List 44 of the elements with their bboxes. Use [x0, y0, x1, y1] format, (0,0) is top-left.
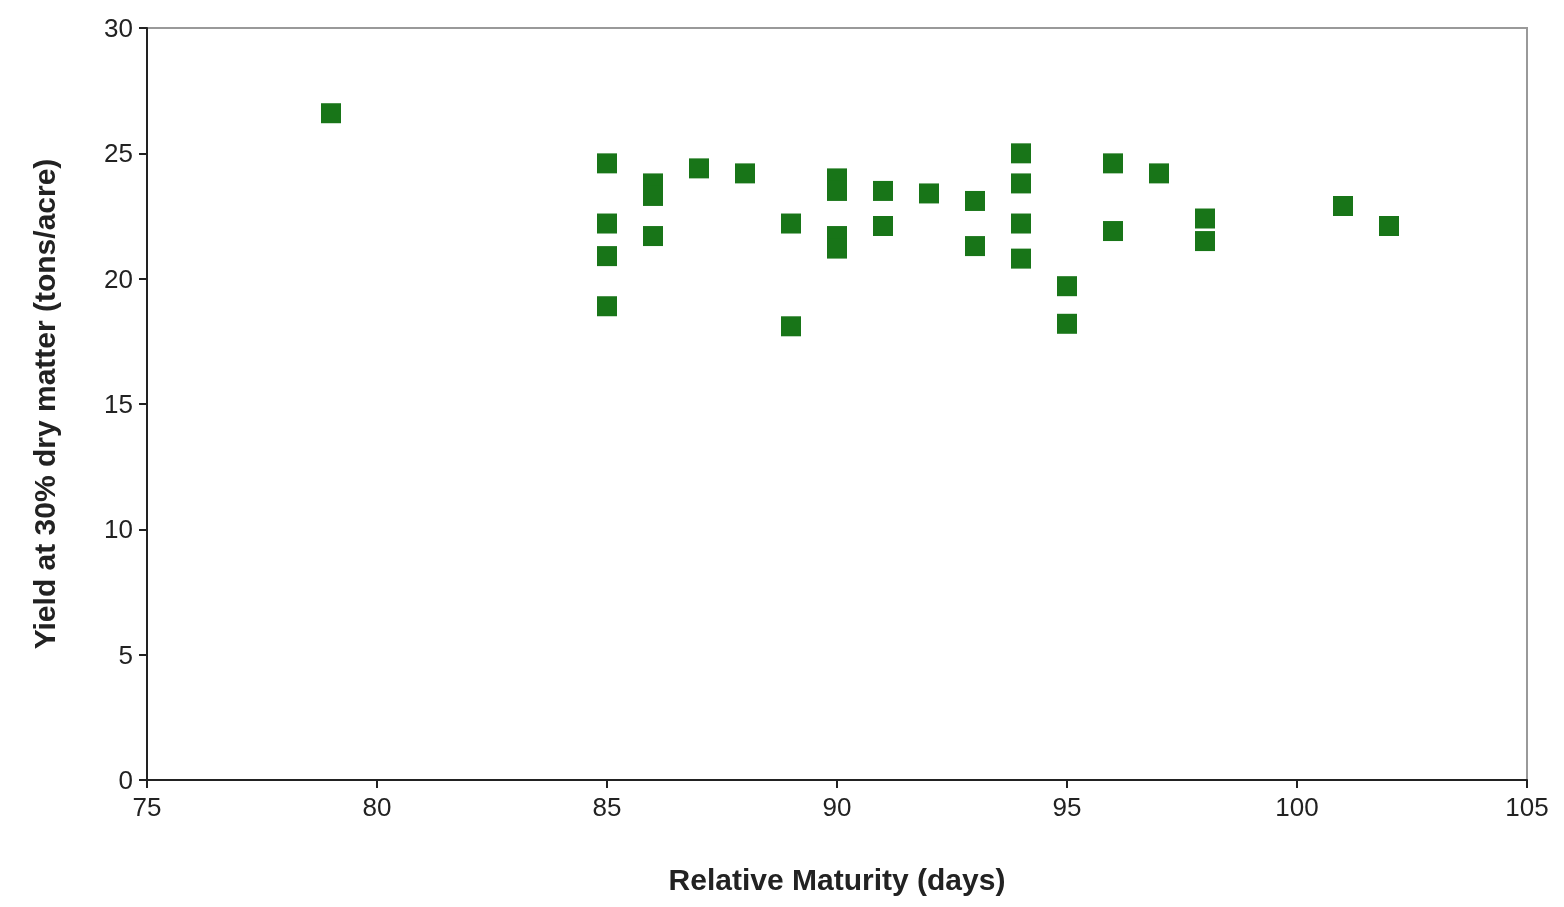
y-tick-label: 15	[104, 389, 133, 419]
point	[873, 216, 893, 237]
point	[597, 213, 617, 234]
x-tick-label: 105	[1505, 792, 1549, 822]
point	[919, 183, 939, 204]
y-tick-label: 0	[118, 765, 133, 795]
point	[597, 246, 617, 267]
x-axis-title: Relative Maturity (days)	[668, 862, 1006, 896]
x-tick-label: 85	[592, 792, 622, 822]
point	[1333, 195, 1353, 216]
point	[1195, 208, 1215, 229]
point	[1149, 163, 1169, 184]
y-tick-label: 20	[104, 263, 133, 294]
point	[781, 213, 801, 234]
point	[965, 190, 985, 211]
x-tick-label: 90	[822, 792, 852, 822]
point	[1103, 153, 1123, 174]
point	[1011, 213, 1031, 234]
point	[597, 296, 617, 317]
point	[1011, 173, 1031, 194]
point	[597, 153, 617, 174]
point	[1057, 313, 1077, 334]
y-tick-label: 10	[104, 514, 133, 545]
point	[1011, 248, 1031, 269]
y-tick-label: 5	[118, 639, 133, 670]
y-tick-label: 25	[104, 138, 133, 169]
point	[873, 180, 893, 201]
point	[735, 163, 755, 184]
point	[1195, 231, 1215, 252]
x-tick-label: 75	[132, 792, 162, 822]
x-tick-label: 95	[1052, 792, 1082, 822]
point	[1057, 276, 1077, 297]
point	[1103, 221, 1123, 242]
y-axis-title: Yield at 30% dry matter (tons/acre)	[27, 158, 61, 650]
y-tick-label: 30	[104, 13, 133, 43]
x-tick-label: 80	[362, 792, 392, 822]
point	[781, 316, 801, 337]
point	[321, 103, 341, 124]
point	[689, 158, 709, 179]
point	[965, 236, 985, 257]
x-tick-label: 100	[1275, 792, 1319, 822]
point	[1011, 143, 1031, 164]
point	[643, 226, 663, 247]
point	[1379, 216, 1399, 237]
